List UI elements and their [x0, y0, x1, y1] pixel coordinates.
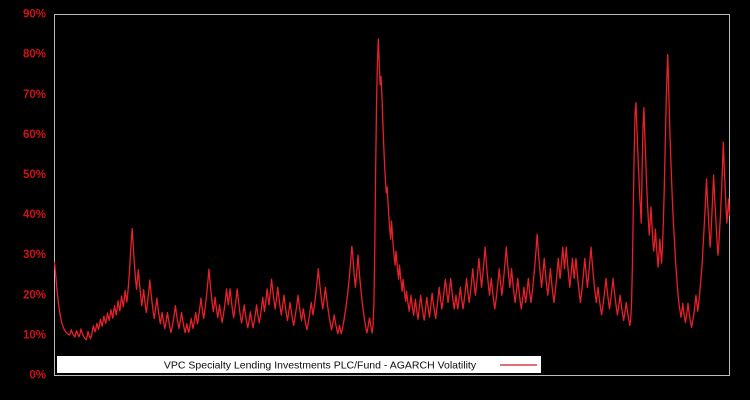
y-axis-tick-label: 10%: [23, 329, 46, 341]
y-axis-tick-label: 60%: [23, 129, 46, 141]
y-axis-tick-label: 30%: [23, 249, 46, 261]
plot-area-background: [54, 14, 730, 376]
y-axis-tick-label: 50%: [23, 169, 46, 181]
y-axis-tick-label: 80%: [23, 49, 46, 61]
y-axis-tick-label: 40%: [23, 209, 46, 221]
volatility-series-line: [53, 38, 731, 341]
y-axis-tick-label: 70%: [23, 89, 46, 101]
legend-label: VPC Specialty Lending Investments PLC/Fu…: [164, 359, 477, 371]
y-axis-tick-label: 20%: [23, 289, 46, 301]
y-axis-tick-label: 0%: [29, 370, 46, 382]
chart-legend[interactable]: VPC Specialty Lending Investments PLC/Fu…: [57, 356, 541, 373]
legend-box: [57, 356, 541, 373]
y-axis-tick-labels: 0% 10% 20% 30% 40% 50% 60% 70% 80% 90%: [23, 9, 46, 382]
plot-frame: [54, 14, 730, 376]
y-axis-tick-label: 90%: [23, 9, 46, 21]
